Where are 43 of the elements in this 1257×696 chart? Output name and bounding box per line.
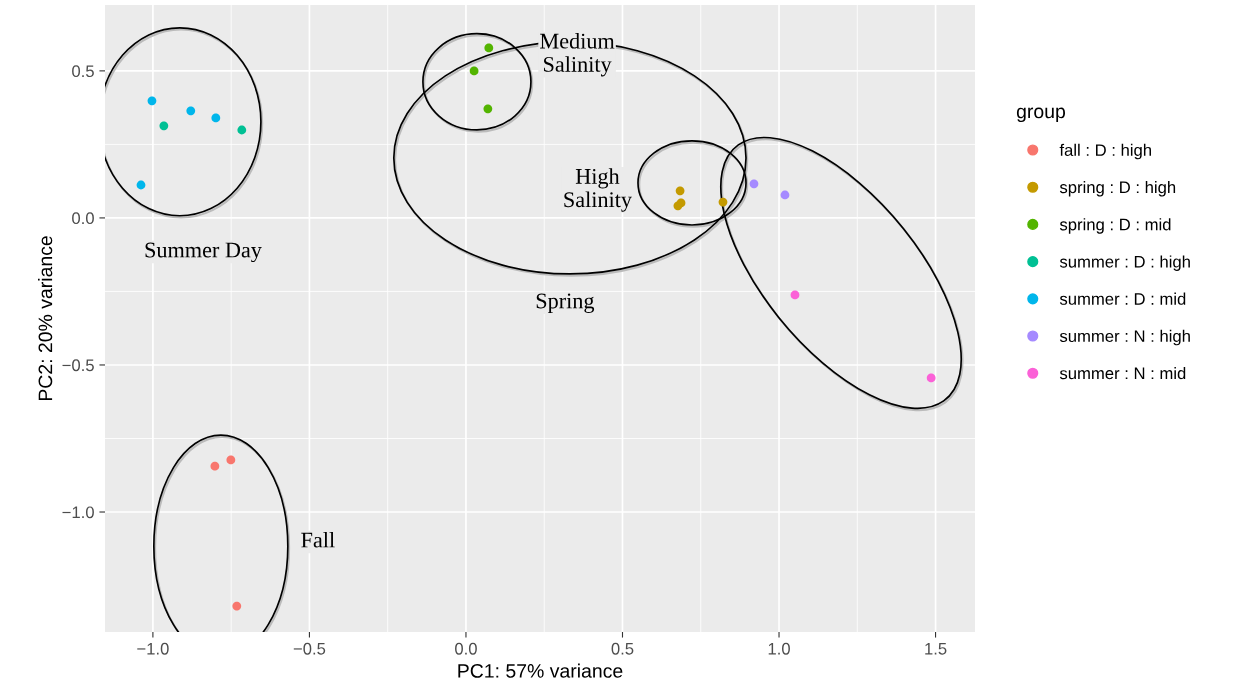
- annotation: Spring: [536, 293, 595, 313]
- point: [790, 290, 800, 300]
- point: [159, 121, 169, 131]
- point: [469, 66, 479, 76]
- legend-label: fall : D : high: [1059, 143, 1151, 160]
- legend-label: spring : D : high: [1059, 180, 1176, 197]
- y-tick-label: 0.0: [72, 212, 94, 225]
- legend-label: summer : N : mid: [1059, 367, 1186, 380]
- point: [136, 180, 146, 190]
- x-tick-label: 1.0: [768, 642, 790, 655]
- x-tick-label: −1.0: [137, 642, 169, 655]
- point: [718, 197, 728, 207]
- legend-label: spring : D : mid: [1059, 218, 1171, 234]
- annotation: Fall: [301, 531, 335, 548]
- legend-label: summer : D : high: [1059, 255, 1190, 271]
- x-tick-label: 1.5: [925, 643, 947, 655]
- y-tick-label: −0.5: [62, 359, 94, 372]
- point: [780, 190, 790, 200]
- point: [147, 96, 157, 106]
- legend-title: group: [1016, 107, 1066, 123]
- x-tick-label: 0.5: [611, 642, 634, 655]
- x-tick-label: −0.5: [293, 642, 326, 655]
- point: [226, 455, 236, 465]
- legend-label: summer : D : mid: [1059, 292, 1186, 305]
- x-tick-label: 0.0: [455, 642, 477, 655]
- point: [211, 113, 221, 123]
- y-axis-title: PC2: 20% variance: [38, 236, 53, 401]
- legend-label: summer : N : high: [1059, 329, 1190, 346]
- point: [484, 43, 494, 53]
- x-axis-title: PC1: 57% variance: [458, 663, 623, 678]
- annotation: Summer Day: [145, 242, 262, 263]
- y-tick-label: 0.5: [72, 65, 94, 78]
- annotation: Medium Salinity: [540, 32, 615, 77]
- point: [210, 461, 220, 471]
- point: [749, 179, 759, 189]
- point: [675, 186, 685, 196]
- point: [237, 125, 247, 135]
- point: [483, 104, 493, 114]
- point: [186, 106, 196, 116]
- annotation: High Salinity: [564, 168, 632, 212]
- point: [232, 601, 242, 611]
- point: [926, 373, 936, 383]
- y-tick-label: −1.0: [62, 506, 94, 519]
